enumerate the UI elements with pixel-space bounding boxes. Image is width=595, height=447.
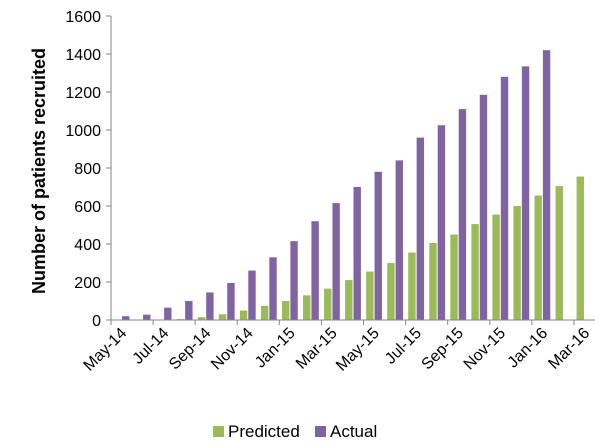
y-tick-label: 1400 xyxy=(65,47,101,64)
x-tick-label: Jan-15 xyxy=(252,325,299,372)
bar-actual-jul-14 xyxy=(164,307,172,320)
bar-actual-may-15 xyxy=(374,171,382,320)
y-axis-label: Number of patients recruited xyxy=(29,48,49,294)
bar-predicted-jul-15 xyxy=(408,252,416,320)
y-tick-label: 600 xyxy=(74,199,101,216)
bar-predicted-sep-14 xyxy=(197,317,206,320)
x-tick-label: May-15 xyxy=(333,325,383,375)
bar-actual-may-14 xyxy=(122,316,130,320)
bar-predicted-oct-15 xyxy=(471,224,479,320)
bar-actual-jan-15 xyxy=(290,241,298,320)
bar-predicted-apr-15 xyxy=(345,280,353,320)
bar-actual-nov-15 xyxy=(500,76,509,320)
bar-actual-mar-15 xyxy=(332,203,340,320)
y-tick-label: 800 xyxy=(74,161,101,178)
bar-actual-apr-15 xyxy=(353,187,361,320)
y-tick-label: 1000 xyxy=(65,123,101,140)
bar-actual-jul-15 xyxy=(416,137,425,320)
legend: Predicted Actual xyxy=(213,422,377,441)
bar-predicted-mar-16 xyxy=(576,176,584,320)
bar-predicted-jun-15 xyxy=(387,263,395,320)
bar-actual-jun-14 xyxy=(143,314,151,320)
legend-label-actual: Actual xyxy=(330,422,377,441)
bar-actual-sep-14 xyxy=(206,292,214,320)
bar-actual-dec-14 xyxy=(269,257,277,320)
y-axis-title: Number of patients recruited xyxy=(29,48,49,294)
bar-predicted-nov-15 xyxy=(492,214,500,320)
x-tick-label: Mar-15 xyxy=(293,325,341,373)
y-tick-label: 200 xyxy=(74,275,101,292)
x-tick-label: Jan-16 xyxy=(505,325,552,372)
legend-swatch-actual xyxy=(315,426,326,437)
axes xyxy=(106,15,595,325)
bar-predicted-dec-14 xyxy=(260,305,269,320)
bar-actual-oct-15 xyxy=(479,94,488,320)
bar-predicted-jan-16 xyxy=(534,195,542,320)
bar-actual-feb-15 xyxy=(311,221,319,320)
x-tick-label: Mar-16 xyxy=(545,325,593,373)
y-tick-label: 400 xyxy=(74,237,101,254)
bar-predicted-oct-14 xyxy=(218,314,227,320)
bar-actual-oct-14 xyxy=(227,282,235,320)
bar-predicted-jan-15 xyxy=(281,301,290,320)
legend-label-predicted: Predicted xyxy=(228,422,300,441)
y-tick-label: 0 xyxy=(92,313,101,330)
bar-predicted-feb-15 xyxy=(303,295,311,320)
bar-predicted-aug-15 xyxy=(429,243,437,320)
bar-actual-jun-15 xyxy=(395,160,403,320)
bar-predicted-feb-16 xyxy=(555,186,563,320)
bar-predicted-may-15 xyxy=(366,271,374,320)
bar-actual-aug-15 xyxy=(437,125,446,320)
bars xyxy=(122,50,584,320)
bar-actual-sep-15 xyxy=(458,109,467,320)
legend-swatch-predicted xyxy=(213,426,224,437)
x-tick-labels: May-14 Jul-14Sep-14Nov-14Jan-15Mar-15May-… xyxy=(81,325,594,375)
y-tick-labels: 0 200 400 600 800 1000 1200 1400 1600 xyxy=(65,9,101,330)
x-tick-label: Nov-14 xyxy=(208,325,257,374)
x-tick-label: May-14 xyxy=(81,325,131,375)
bar-predicted-nov-14 xyxy=(239,310,248,320)
bar-actual-jan-16 xyxy=(542,50,551,320)
y-tick-label: 1200 xyxy=(65,85,101,102)
y-tick-label: 1600 xyxy=(65,9,101,26)
x-tick-label: Sep-14 xyxy=(166,325,215,374)
bar-predicted-dec-15 xyxy=(513,206,521,320)
x-tick-label: Sep-15 xyxy=(419,325,468,374)
x-tick-label: Nov-15 xyxy=(461,325,510,374)
bar-actual-nov-14 xyxy=(248,270,256,320)
bar-actual-dec-15 xyxy=(521,66,530,320)
bar-predicted-sep-15 xyxy=(450,234,458,320)
bar-predicted-mar-15 xyxy=(324,288,332,320)
bar-actual-aug-14 xyxy=(185,301,193,320)
